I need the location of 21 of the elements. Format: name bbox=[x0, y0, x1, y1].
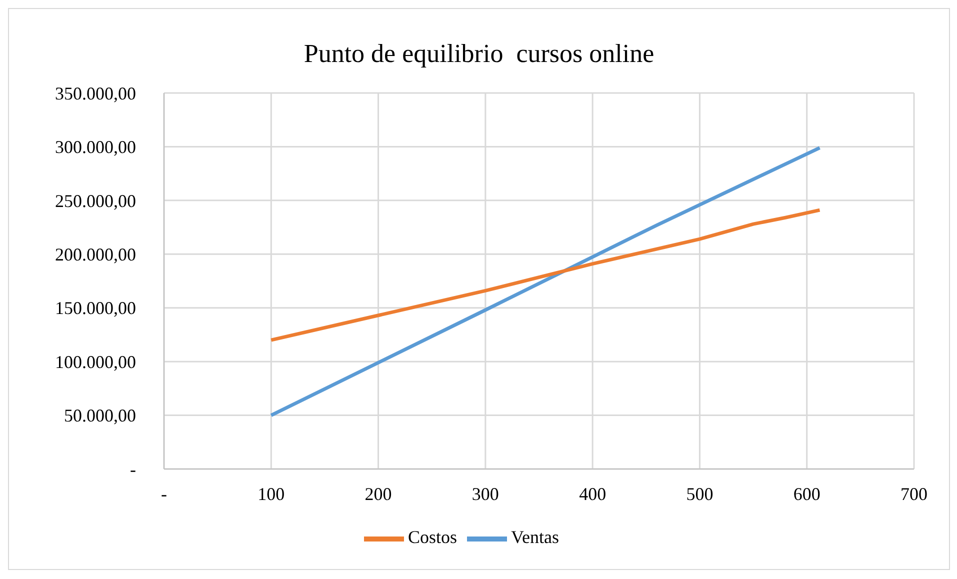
y-tick-label: 150.000,00 bbox=[55, 298, 136, 318]
line-series bbox=[269, 146, 822, 418]
x-tick-label: 200 bbox=[364, 484, 392, 504]
y-tick-label: 350.000,00 bbox=[55, 83, 136, 104]
y-tick-label: 300.000,00 bbox=[55, 137, 136, 158]
y-tick-label: 200.000,00 bbox=[55, 244, 136, 265]
legend-label: Costos bbox=[408, 527, 458, 548]
chart-title: Punto de equilibrio cursos online bbox=[302, 39, 656, 70]
y-tick-label: - bbox=[130, 459, 136, 480]
x-tick-label: 400 bbox=[579, 484, 606, 504]
x-tick-label: 500 bbox=[686, 484, 714, 504]
y-tick-label: 100.000,00 bbox=[55, 352, 136, 372]
x-tick-label: 600 bbox=[793, 484, 820, 504]
x-tick-label: 700 bbox=[900, 484, 928, 504]
y-tick-label: 50.000,00 bbox=[64, 406, 136, 426]
legend-label: Ventas bbox=[511, 527, 560, 548]
y-tick-label: 250.000,00 bbox=[55, 190, 136, 211]
x-tick-label: 300 bbox=[472, 484, 499, 504]
x-tick-label: - bbox=[161, 484, 167, 504]
x-tick-label: 100 bbox=[258, 484, 285, 504]
line-series bbox=[269, 208, 822, 342]
